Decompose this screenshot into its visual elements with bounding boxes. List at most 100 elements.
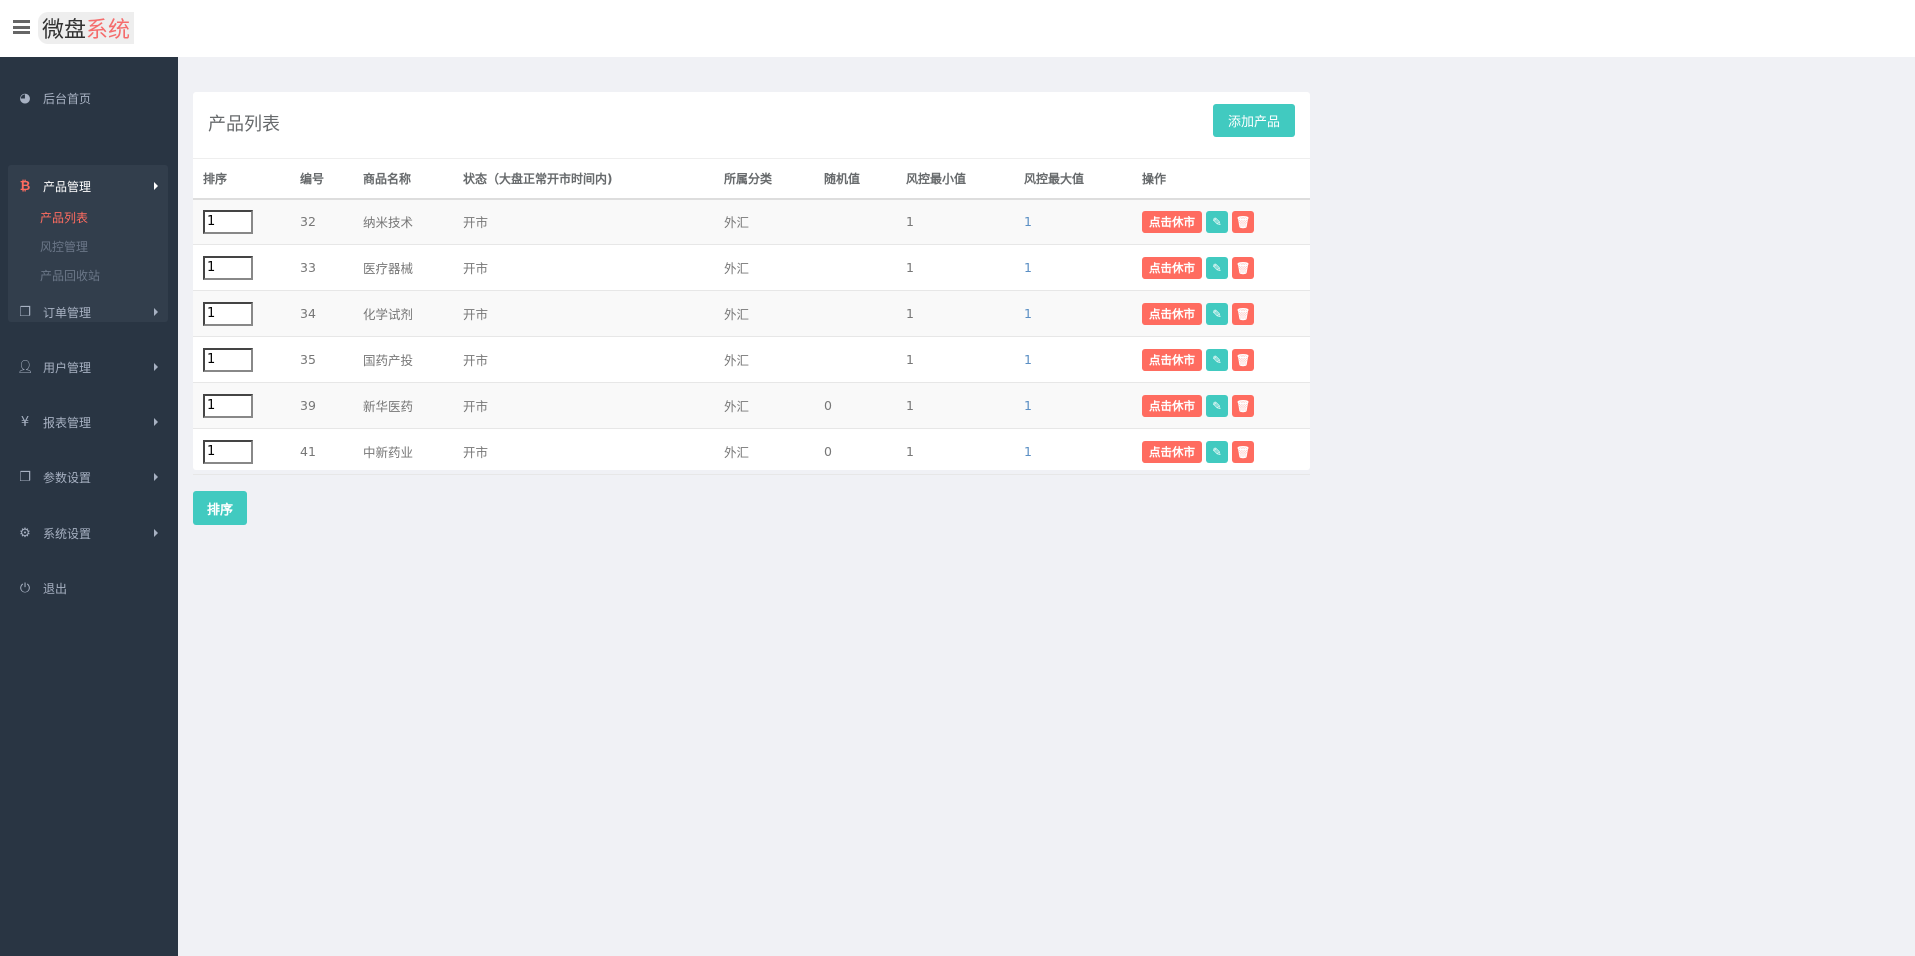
random-cell	[814, 244, 896, 291]
column-header: 风控最小值	[896, 158, 1014, 200]
sort-input[interactable]	[203, 209, 253, 234]
logo: 微盘系统	[38, 12, 135, 44]
hamburger-menu-icon[interactable]	[13, 20, 30, 34]
sort-cell	[193, 290, 290, 337]
category-cell: 外汇	[714, 336, 814, 383]
max-cell: 1	[1014, 336, 1132, 383]
add-product-button[interactable]: 添加产品	[1213, 104, 1295, 137]
name-cell: 新华医药	[353, 382, 453, 429]
edit-pencil-icon[interactable]: ✎	[1206, 440, 1228, 463]
sort-button[interactable]: 排序	[193, 491, 247, 525]
min-cell: 1	[896, 428, 1014, 475]
caret-right-icon	[154, 418, 158, 426]
top-bar: 微盘系统	[0, 0, 1915, 57]
dashboard-icon: ◕	[19, 90, 31, 106]
label: 订单管理	[43, 305, 92, 320]
id-cell: 41	[290, 428, 353, 475]
edit-pencil-icon[interactable]: ✎	[1206, 348, 1228, 371]
delete-trash-icon[interactable]: 🗑︎	[1232, 348, 1254, 371]
sort-cell	[193, 428, 290, 475]
min-cell: 1	[896, 290, 1014, 337]
actions-cell: 点击休市 ✎ 🗑︎	[1132, 290, 1310, 337]
page-title: 产品列表	[208, 114, 280, 135]
sidebar-item-reports[interactable]: ¥ 报表管理	[0, 404, 178, 440]
actions-cell: 点击休市 ✎ 🗑︎	[1132, 336, 1310, 383]
sidebar: ◕ 后台首页 ₿ 产品管理 产品列表 风控管理 产品回收站 ❐ 订单管理 👤︎ 用户管理…	[0, 57, 178, 956]
id-cell: 39	[290, 382, 353, 429]
sidebar-item-logout[interactable]: ⏻ 退出	[0, 570, 178, 606]
close-market-button[interactable]: 点击休市	[1142, 348, 1202, 371]
caret-right-icon	[154, 308, 158, 316]
table-row: 34 化学试剂 开市 外汇 1 1 点击休市 ✎ 🗑︎	[193, 290, 1310, 337]
status-cell: 开市	[453, 428, 714, 475]
actions-cell: 点击休市 ✎ 🗑︎	[1132, 382, 1310, 429]
delete-trash-icon[interactable]: 🗑︎	[1232, 256, 1254, 279]
close-market-button[interactable]: 点击休市	[1142, 256, 1202, 279]
edit-pencil-icon[interactable]: ✎	[1206, 210, 1228, 233]
min-cell: 1	[896, 336, 1014, 383]
label: 报表管理	[43, 415, 92, 430]
sidebar-item-users[interactable]: 👤︎ 用户管理	[0, 349, 178, 385]
edit-pencil-icon[interactable]: ✎	[1206, 302, 1228, 325]
caret-right-icon	[154, 182, 158, 190]
table-row: 39 新华医药 开市 外汇 0 1 1 点击休市 ✎ 🗑︎	[193, 382, 1310, 429]
actions-cell: 点击休市 ✎ 🗑︎	[1132, 428, 1310, 475]
delete-trash-icon[interactable]: 🗑︎	[1232, 302, 1254, 325]
sort-input[interactable]	[203, 301, 253, 326]
min-cell: 1	[896, 198, 1014, 245]
random-cell	[814, 290, 896, 337]
delete-trash-icon[interactable]: 🗑︎	[1232, 394, 1254, 417]
label: 参数设置	[43, 470, 92, 485]
delete-trash-icon[interactable]: 🗑︎	[1232, 440, 1254, 463]
product-list-panel: 产品列表 添加产品 排序 编号 商品名称 状态（大盘正常开市时间内) 所属分类 随机值 风控…	[193, 92, 1310, 475]
column-header: 所属分类	[714, 158, 814, 200]
product-table: 排序 编号 商品名称 状态（大盘正常开市时间内) 所属分类 随机值 风控最小值 风控最大值 操作…	[193, 158, 1310, 475]
status-cell: 开市	[453, 336, 714, 383]
sidebar-item-params[interactable]: ❐ 参数设置	[0, 459, 178, 495]
sort-cell	[193, 198, 290, 245]
category-cell: 外汇	[714, 198, 814, 245]
delete-trash-icon[interactable]: 🗑︎	[1232, 210, 1254, 233]
sort-cell	[193, 382, 290, 429]
user-icon: 👤︎	[17, 359, 34, 375]
table-row: 41 中新药业 开市 外汇 0 1 1 点击休市 ✎ 🗑︎	[193, 428, 1310, 475]
status-cell: 开市	[453, 290, 714, 337]
category-cell: 外汇	[714, 244, 814, 291]
status-cell: 开市	[453, 244, 714, 291]
sidebar-subitem-product-list[interactable]: 产品列表	[40, 211, 89, 225]
table-row: 33 医疗器械 开市 外汇 1 1 点击休市 ✎ 🗑︎	[193, 244, 1310, 291]
sort-input[interactable]	[203, 255, 253, 280]
sort-input[interactable]	[203, 347, 253, 372]
close-market-button[interactable]: 点击休市	[1142, 302, 1202, 325]
sidebar-item-system[interactable]: ⚙ 系统设置	[0, 515, 178, 551]
column-header: 随机值	[814, 158, 896, 200]
max-cell: 1	[1014, 382, 1132, 429]
close-market-button[interactable]: 点击休市	[1142, 394, 1202, 417]
edit-pencil-icon[interactable]: ✎	[1206, 256, 1228, 279]
column-header: 操作	[1132, 158, 1310, 200]
category-cell: 外汇	[714, 428, 814, 475]
column-header: 排序	[193, 158, 290, 200]
sidebar-subitem-recycle[interactable]: 产品回收站	[40, 269, 101, 283]
edit-pencil-icon[interactable]: ✎	[1206, 394, 1228, 417]
yen-icon: ¥	[20, 414, 30, 430]
column-header: 编号	[290, 158, 353, 200]
sort-input[interactable]	[203, 393, 253, 418]
column-header: 商品名称	[353, 158, 453, 200]
sort-input[interactable]	[203, 439, 253, 464]
sidebar-item-orders[interactable]: ❐ 订单管理	[0, 294, 178, 330]
product-group	[8, 165, 168, 322]
sidebar-item-products[interactable]: ₿ 产品管理	[0, 168, 178, 204]
close-market-button[interactable]: 点击休市	[1142, 210, 1202, 233]
max-cell: 1	[1014, 290, 1132, 337]
sidebar-subitem-risk[interactable]: 风控管理	[40, 240, 89, 254]
close-market-button[interactable]: 点击休市	[1142, 440, 1202, 463]
random-cell: 0	[814, 428, 896, 475]
sidebar-item-home[interactable]: ◕ 后台首页	[0, 80, 178, 116]
bitcoin-icon: ₿	[19, 179, 31, 194]
category-cell: 外汇	[714, 290, 814, 337]
random-cell: 0	[814, 382, 896, 429]
max-cell: 1	[1014, 198, 1132, 245]
status-cell: 开市	[453, 198, 714, 245]
caret-right-icon	[154, 363, 158, 371]
